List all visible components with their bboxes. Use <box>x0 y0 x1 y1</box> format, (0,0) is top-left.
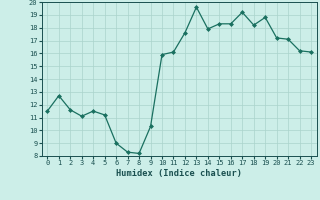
X-axis label: Humidex (Indice chaleur): Humidex (Indice chaleur) <box>116 169 242 178</box>
